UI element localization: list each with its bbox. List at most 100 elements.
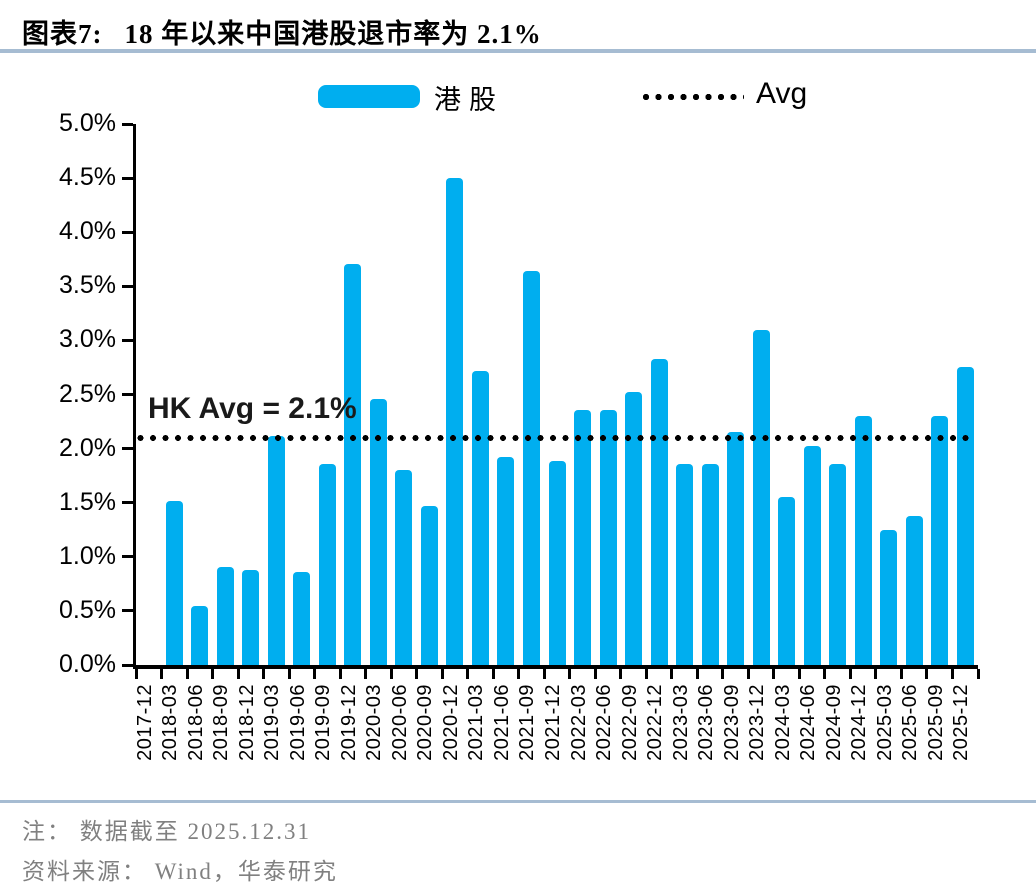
bar-2023-06 (701, 463, 719, 665)
x-tick-label: 2025-09 (924, 684, 947, 761)
legend-avg-dotted-line (642, 93, 744, 101)
x-tick-label: 2024-06 (797, 684, 820, 761)
x-tick-label: 2025-03 (873, 684, 896, 761)
y-tick-label: 4.5% (59, 163, 116, 192)
page-title: 图表7: 18 年以来中国港股退市率为 2.1% (22, 12, 1012, 51)
y-tick (122, 663, 133, 667)
bar-2020-03 (369, 398, 387, 665)
plot-area: 5.0% 4.5% 4.0% 3.5% 3.0% 2.5% 2.0% 1.5% 1.0% 0.5%… (59, 109, 980, 679)
bar-2019-09 (318, 463, 336, 665)
y-tick (122, 393, 133, 396)
bar-2020-09 (420, 505, 438, 665)
y-tick (122, 609, 133, 613)
x-tick (848, 669, 852, 679)
bar-2025-06 (905, 515, 923, 665)
bar-2021-09 (522, 271, 540, 665)
x-tick-label: 2018-12 (235, 684, 258, 761)
x-tick (313, 669, 317, 679)
x-tick (491, 669, 495, 679)
x-tick (389, 669, 393, 679)
bar-2022-06 (599, 409, 617, 665)
bar-2024-03 (778, 497, 796, 665)
bar-2018-06 (191, 605, 209, 665)
x-tick (262, 669, 266, 679)
title-divider (0, 49, 1036, 53)
x-tick (925, 669, 929, 679)
y-tick (122, 284, 133, 288)
bar-2020-12 (446, 178, 464, 665)
x-tick (415, 669, 419, 679)
x-tick (746, 669, 750, 679)
y-tick-label: 1.5% (59, 487, 116, 516)
bar-2018-12 (242, 569, 260, 665)
x-tick (695, 669, 699, 679)
bar-2024-06 (803, 446, 821, 665)
x-tick-label: 2020-12 (439, 684, 462, 761)
avg-annotation: HK Avg = 2.1% (148, 391, 357, 425)
x-tick-label: 2023-06 (695, 684, 718, 761)
bar-2018-09 (216, 566, 234, 665)
x-tick (211, 669, 215, 679)
x-tick (185, 669, 189, 679)
y-tick-label: 3.0% (59, 325, 116, 354)
bar-2022-03 (574, 409, 591, 665)
x-tick-label: 2023-09 (720, 684, 743, 761)
x-tick-label: 2022-09 (618, 684, 641, 761)
bar-2021-03 (471, 370, 489, 665)
figure-number: 图表7: (22, 19, 103, 49)
y-tick (122, 230, 133, 234)
x-tick-label: 2018-06 (184, 684, 207, 761)
bar-2019-06 (293, 571, 311, 665)
bar-2021-12 (548, 460, 566, 665)
average-dotted-line (137, 433, 971, 442)
bar-2024-12 (854, 416, 872, 665)
x-tick (568, 669, 572, 679)
x-tick (236, 669, 240, 679)
x-tick-label: 2018-09 (210, 684, 233, 761)
x-tick-label: 2022-03 (567, 684, 590, 761)
x-tick-label: 2019-12 (337, 684, 360, 761)
x-tick-label: 2025-06 (899, 684, 922, 761)
x-tick-label: 2017-12 (133, 684, 156, 761)
x-tick-label: 2024-03 (771, 684, 794, 761)
bar-2019-03 (267, 435, 285, 665)
y-tick-label: 0.5% (59, 595, 116, 624)
x-tick-label: 2021-12 (542, 684, 564, 761)
bar-2025-03 (880, 529, 898, 665)
x-tick (976, 669, 980, 679)
bar-2023-12 (752, 329, 770, 665)
x-tick (440, 669, 444, 679)
footer-divider (0, 800, 1036, 803)
y-tick-label: 1.0% (59, 541, 116, 570)
x-axis-labels: 2017-12 2018-03 2018-06 2018-09 2018-12 2019-… (133, 684, 975, 804)
x-tick-label: 2025-12 (950, 684, 973, 761)
x-tick-label: 2024-09 (822, 684, 845, 761)
bar-2025-12 (956, 367, 974, 665)
x-tick-label: 2020-09 (414, 684, 437, 761)
bar-2023-03 (676, 463, 694, 665)
x-tick-label: 2023-03 (669, 684, 692, 761)
x-tick-label: 2024-12 (848, 684, 871, 761)
x-tick-label: 2023-12 (746, 684, 769, 761)
x-tick (338, 669, 342, 679)
x-tick-label: 2019-06 (286, 684, 309, 761)
x-tick (721, 669, 725, 679)
x-tick-label: 2021-09 (516, 684, 539, 761)
figure-title-text: 18 年以来中国港股退市率为 2.1% (124, 19, 542, 49)
x-tick-label: 2020-03 (363, 684, 386, 761)
x-tick-label: 2020-06 (388, 684, 411, 761)
legend-bar-swatch (318, 85, 420, 108)
x-tick (160, 669, 163, 679)
bar-2023-09 (727, 432, 745, 665)
x-tick (670, 669, 674, 679)
y-tick (122, 501, 133, 505)
bar-2022-09 (625, 392, 643, 665)
y-tick (122, 122, 133, 126)
y-tick-label: 2.5% (59, 379, 116, 408)
bar-2024-09 (829, 463, 847, 665)
footnote: 注： 数据截至 2025.12.31 (22, 819, 311, 844)
x-tick (517, 669, 521, 679)
x-tick (874, 669, 878, 679)
y-tick-label: 3.5% (59, 271, 116, 300)
